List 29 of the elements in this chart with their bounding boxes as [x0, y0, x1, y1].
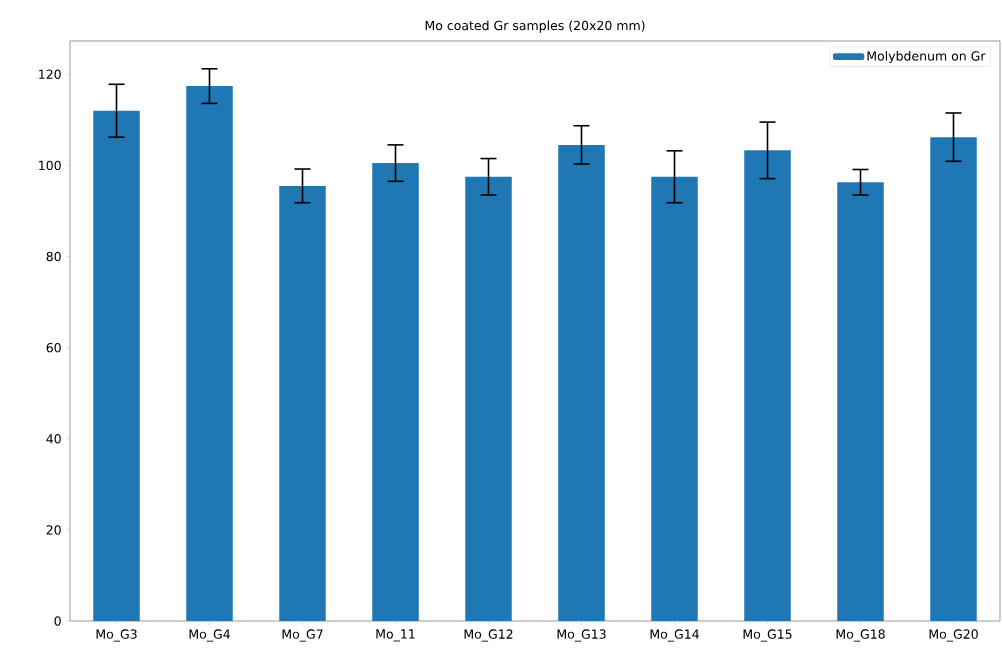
bar	[744, 150, 791, 621]
x-tick-label: Mo_G3	[96, 629, 137, 642]
y-tick-label: 100	[39, 160, 61, 171]
bar	[279, 185, 326, 621]
x-tick-label: Mo_G18	[836, 629, 885, 642]
y-tick-label: 20	[46, 525, 61, 535]
x-tick-label: Mo_G7	[282, 629, 323, 642]
x-tick-label: Mo_11	[376, 629, 415, 642]
bar	[465, 176, 512, 621]
x-tick-label: Mo_G4	[189, 629, 230, 642]
y-tick-label: 60	[46, 342, 61, 353]
x-tick-label: Mo_G20	[929, 629, 978, 642]
y-tick-label: 0	[54, 616, 61, 626]
bar	[93, 110, 140, 621]
bar	[837, 182, 884, 621]
x-tick-label: Mo_G12	[464, 629, 513, 642]
y-tick-label: 120	[39, 69, 61, 79]
bar	[186, 86, 233, 621]
bar	[651, 176, 698, 621]
x-tick-label: Mo_G15	[743, 629, 792, 642]
bar	[930, 137, 977, 621]
y-tick-label: 40	[46, 434, 61, 444]
bar	[372, 163, 419, 621]
x-tick-label: Mo_G14	[650, 629, 699, 642]
chart-title: Mo coated Gr samples (20x20 mm)	[425, 20, 645, 33]
bar	[558, 144, 605, 621]
legend-label: Molybdenum on Gr	[867, 50, 986, 64]
x-tick-label: Mo_G13	[557, 629, 606, 642]
y-tick-label: 80	[46, 251, 61, 262]
